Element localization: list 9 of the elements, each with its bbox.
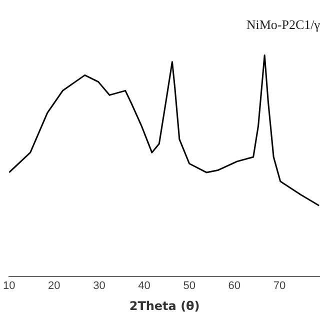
chart-title: NiMo-P2C1/γ	[246, 17, 320, 32]
x-axis-title: 2Theta (θ)	[129, 298, 200, 313]
x-tick-label: 40	[138, 280, 150, 292]
x-tick-label: 10	[2, 280, 16, 292]
x-tick-label: 20	[48, 280, 60, 292]
x-tick-label: 60	[228, 280, 241, 292]
x-tick-label: 30	[93, 280, 106, 292]
x-tick-label: 70	[273, 280, 286, 292]
x-tick-label: 50	[183, 280, 196, 292]
